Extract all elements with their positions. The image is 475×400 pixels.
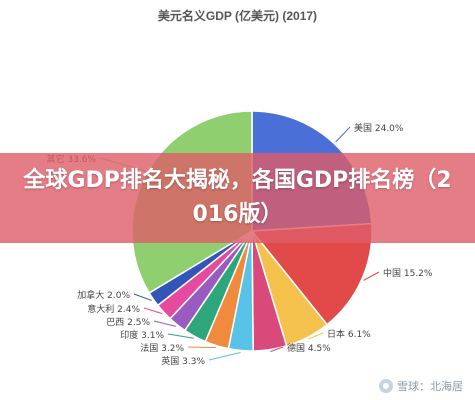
- chart-title: 美元名义GDP (亿美元) (2017): [157, 9, 318, 23]
- slice-label: 德国 4.5%: [287, 342, 331, 354]
- leader-line: [308, 332, 324, 340]
- leader-line: [133, 293, 152, 301]
- leader-line: [167, 333, 194, 339]
- slice-label: 印度 3.1%: [120, 329, 164, 341]
- watermark-text: 雪球：北海居: [397, 381, 463, 393]
- slice-label: 英国 3.3%: [161, 355, 205, 367]
- headline-text: 全球GDP排名大揭秘，各国GDP排名榜（2016版）: [23, 168, 452, 227]
- slice-label: 巴西 2.5%: [106, 317, 150, 328]
- slice-label: 美国 24.0%: [354, 122, 404, 134]
- slice-label: 日本 6.1%: [327, 328, 371, 340]
- leader-line: [187, 346, 217, 349]
- slice-label: 意大利 2.4%: [87, 303, 140, 315]
- slice-label: 法国 3.2%: [140, 342, 184, 354]
- leader-line: [143, 307, 163, 315]
- leader-line: [335, 126, 351, 143]
- snowball-logo-icon: [379, 379, 393, 393]
- headline-banner: 全球GDP排名大揭秘，各国GDP排名榜（2016版）: [0, 153, 475, 243]
- watermark: 雪球：北海居: [379, 378, 463, 394]
- slice-label: 中国 15.2%: [383, 267, 433, 279]
- leader-line: [208, 351, 241, 361]
- leader-line: [270, 346, 284, 353]
- slice-label: 加拿大 2.0%: [77, 289, 130, 301]
- leader-line: [363, 271, 380, 281]
- leader-line: [153, 320, 177, 327]
